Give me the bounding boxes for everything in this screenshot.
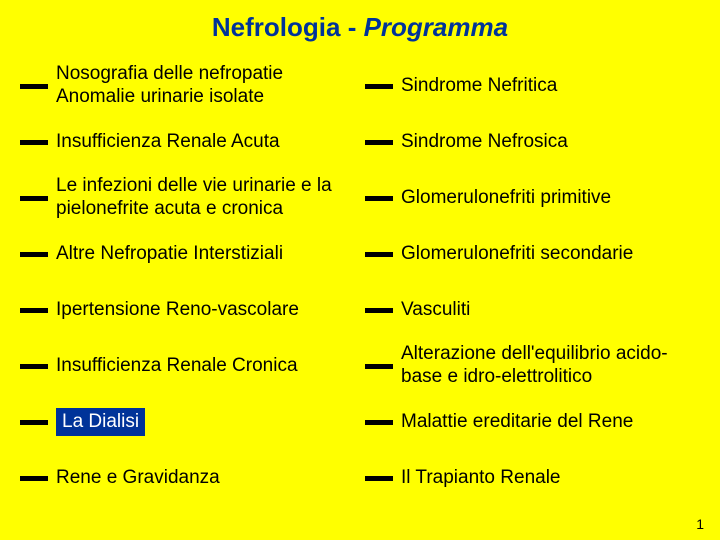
page-number: 1 [696, 516, 704, 532]
title-part2: Programma [364, 12, 509, 42]
bullet-icon [20, 140, 48, 145]
bullet-icon [20, 84, 48, 89]
right-column: Sindrome Nefritica Sindrome Nefrosica Glom… [365, 63, 700, 511]
list-item-text: Rene e Gravidanza [56, 467, 220, 490]
list-item: Ipertensione Reno-vascolare [20, 287, 355, 333]
list-item: Altre Nefropatie Interstiziali [20, 231, 355, 277]
list-item: Nosografia delle nefropatie Anomalie uri… [20, 63, 355, 109]
slide: Nefrologia - Programma Nosografia delle … [0, 0, 720, 540]
bullet-icon [20, 252, 48, 257]
list-item: Glomerulonefriti primitive [365, 175, 700, 221]
list-item: Glomerulonefriti secondarie [365, 231, 700, 277]
bullet-icon [20, 476, 48, 481]
list-item: Le infezioni delle vie urinarie e la pie… [20, 175, 355, 221]
bullet-icon [365, 196, 393, 201]
title-part1: Nefrologia - [212, 12, 364, 42]
bullet-icon [365, 364, 393, 369]
list-item: Il Trapianto Renale [365, 455, 700, 501]
bullet-icon [365, 420, 393, 425]
bullet-icon [365, 84, 393, 89]
list-item: Rene e Gravidanza [20, 455, 355, 501]
list-item-text: Insufficienza Renale Acuta [56, 131, 280, 154]
list-item: Insufficienza Renale Acuta [20, 119, 355, 165]
list-item: La Dialisi [20, 399, 355, 445]
list-item: Sindrome Nefrosica [365, 119, 700, 165]
bullet-icon [365, 476, 393, 481]
list-item-text: Sindrome Nefrosica [401, 131, 568, 154]
bullet-icon [20, 420, 48, 425]
bullet-icon [20, 308, 48, 313]
list-item: Alterazione dell'equilibrio acido-base e… [365, 343, 700, 389]
list-item-text: Altre Nefropatie Interstiziali [56, 243, 283, 266]
list-item-text: Le infezioni delle vie urinarie e la pie… [56, 175, 355, 221]
columns-container: Nosografia delle nefropatie Anomalie uri… [20, 63, 700, 511]
list-item-text: Il Trapianto Renale [401, 467, 561, 490]
list-item: Sindrome Nefritica [365, 63, 700, 109]
list-item-text: Nosografia delle nefropatie Anomalie uri… [56, 63, 355, 109]
slide-title: Nefrologia - Programma [20, 12, 700, 43]
bullet-icon [20, 196, 48, 201]
list-item-text: Glomerulonefriti primitive [401, 187, 611, 210]
bullet-icon [365, 140, 393, 145]
list-item: Insufficienza Renale Cronica [20, 343, 355, 389]
list-item-text: Glomerulonefriti secondarie [401, 243, 633, 266]
list-item-text: Sindrome Nefritica [401, 75, 557, 98]
list-item-text: Alterazione dell'equilibrio acido-base e… [401, 343, 700, 389]
list-item-text: Ipertensione Reno-vascolare [56, 299, 299, 322]
list-item-text: Insufficienza Renale Cronica [56, 355, 298, 378]
left-column: Nosografia delle nefropatie Anomalie uri… [20, 63, 355, 511]
bullet-icon [20, 364, 48, 369]
bullet-icon [365, 308, 393, 313]
list-item: Vasculiti [365, 287, 700, 333]
list-item-text: Malattie ereditarie del Rene [401, 411, 633, 434]
list-item-text: La Dialisi [56, 408, 145, 437]
list-item: Malattie ereditarie del Rene [365, 399, 700, 445]
bullet-icon [365, 252, 393, 257]
list-item-text: Vasculiti [401, 299, 470, 322]
